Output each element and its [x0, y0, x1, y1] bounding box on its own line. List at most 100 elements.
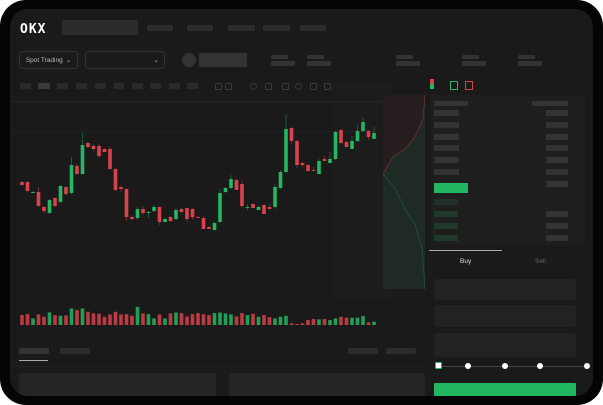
volume-bar — [355, 317, 360, 325]
slider-stop-75[interactable] — [537, 363, 543, 369]
candle-body — [36, 192, 41, 206]
candle-body — [284, 129, 288, 172]
candle-body — [58, 186, 63, 202]
nav-item[interactable] — [187, 25, 213, 31]
candle-body — [25, 182, 30, 191]
timeframe-button[interactable] — [114, 83, 124, 89]
tab-sell[interactable]: Sell — [535, 258, 546, 265]
stat-value — [271, 61, 295, 66]
volume-bar — [273, 318, 277, 325]
chart-tool-icon[interactable] — [282, 83, 289, 90]
tab-buy[interactable]: Buy — [460, 258, 472, 265]
candle-body — [53, 198, 57, 206]
chart-tool-icon[interactable] — [324, 83, 331, 90]
candle-body — [344, 142, 349, 147]
depth-ask-area — [383, 95, 425, 174]
volume-bar — [102, 316, 107, 325]
volume-bar — [64, 315, 68, 325]
ob-ask-amount — [546, 145, 568, 151]
chart-tool-icon[interactable] — [265, 83, 272, 90]
timeframe-button[interactable] — [95, 83, 106, 89]
ob-ask-price — [434, 157, 459, 163]
tab-order-history[interactable] — [60, 348, 90, 354]
timeframe-button[interactable] — [150, 83, 161, 89]
spot-trading-dropdown[interactable]: Spot Trading ⌄ — [19, 51, 78, 69]
slider-stop-50[interactable] — [502, 363, 508, 369]
active-tab-underline — [429, 250, 502, 251]
stat-label — [518, 55, 535, 59]
volume-bar — [31, 318, 35, 325]
timeframe-button[interactable] — [57, 83, 68, 89]
amount-input[interactable] — [434, 305, 576, 327]
nav-item[interactable] — [147, 25, 173, 31]
stat-value — [462, 61, 486, 66]
ob-header-amount — [532, 101, 568, 106]
candle-body — [47, 200, 52, 213]
nav-item[interactable] — [263, 25, 290, 31]
candle-body — [80, 145, 85, 174]
orderbook-asks-icon[interactable] — [465, 81, 473, 90]
chart-tool-icon[interactable] — [215, 83, 222, 90]
chart-tool-icon[interactable] — [250, 83, 257, 90]
timeframe-button[interactable] — [169, 83, 180, 89]
buy-button[interactable] — [434, 383, 576, 396]
volume-bar — [229, 314, 233, 325]
candle-body — [130, 217, 134, 219]
timeframe-button[interactable] — [132, 83, 143, 89]
volume-bar — [20, 315, 24, 325]
candle-body — [152, 207, 156, 211]
candle-body — [179, 209, 184, 212]
volume-bar — [361, 316, 365, 325]
volume-bar — [201, 314, 206, 325]
stat-label — [271, 55, 288, 59]
slider-handle[interactable] — [435, 362, 442, 369]
ob-ask-price — [434, 122, 459, 128]
chart-tool-icon[interactable] — [225, 83, 232, 90]
bottom-panel — [19, 373, 216, 396]
bottom-action[interactable] — [386, 348, 416, 354]
tab-open-orders[interactable] — [19, 348, 49, 354]
volume-bar — [152, 318, 156, 325]
price-input[interactable] — [434, 279, 576, 300]
candlestick-chart[interactable] — [10, 9, 593, 396]
timeframe-button[interactable] — [76, 83, 87, 89]
candle-body — [218, 193, 222, 222]
orderbook-bids-icon[interactable] — [450, 81, 458, 90]
volume-bar — [168, 313, 173, 325]
volume-bar — [53, 315, 57, 325]
chart-tool-icon[interactable] — [295, 83, 302, 90]
candle-body — [185, 208, 189, 219]
candle-body — [333, 132, 338, 159]
slider-stop-100[interactable] — [584, 363, 590, 369]
ob-last-price — [434, 183, 468, 193]
okx-logo[interactable]: OKX — [20, 22, 47, 37]
volume-bar — [207, 315, 211, 325]
ob-ask-amount — [546, 169, 568, 175]
timeframe-button[interactable] — [38, 83, 50, 89]
slider-stop-25[interactable] — [465, 363, 471, 369]
pair-dropdown[interactable]: ⌄ — [85, 51, 165, 69]
chart-tool-icon[interactable] — [310, 83, 317, 90]
timeframe-button[interactable] — [187, 83, 198, 89]
search-bar[interactable] — [62, 20, 138, 35]
ob-bid-price — [434, 199, 458, 205]
volume-bar — [284, 315, 288, 325]
ob-ask-amount — [546, 110, 568, 116]
candle-body — [273, 187, 277, 207]
candle-body — [190, 209, 195, 217]
orderbook-both-icon[interactable] — [430, 79, 434, 89]
bottom-action[interactable] — [348, 348, 378, 354]
chevron-down-icon: ⌄ — [65, 57, 72, 64]
divider — [12, 366, 427, 367]
volume-bar — [267, 317, 272, 325]
volume-bar — [58, 315, 63, 325]
timeframe-button[interactable] — [20, 83, 31, 89]
candle-body — [124, 189, 129, 217]
volume-bar — [124, 314, 129, 325]
slider-track[interactable] — [438, 366, 588, 367]
total-input[interactable] — [434, 333, 576, 357]
nav-item[interactable] — [228, 25, 255, 31]
candle-body — [207, 227, 211, 229]
nav-item[interactable] — [300, 25, 326, 31]
volume-bar — [245, 315, 250, 325]
